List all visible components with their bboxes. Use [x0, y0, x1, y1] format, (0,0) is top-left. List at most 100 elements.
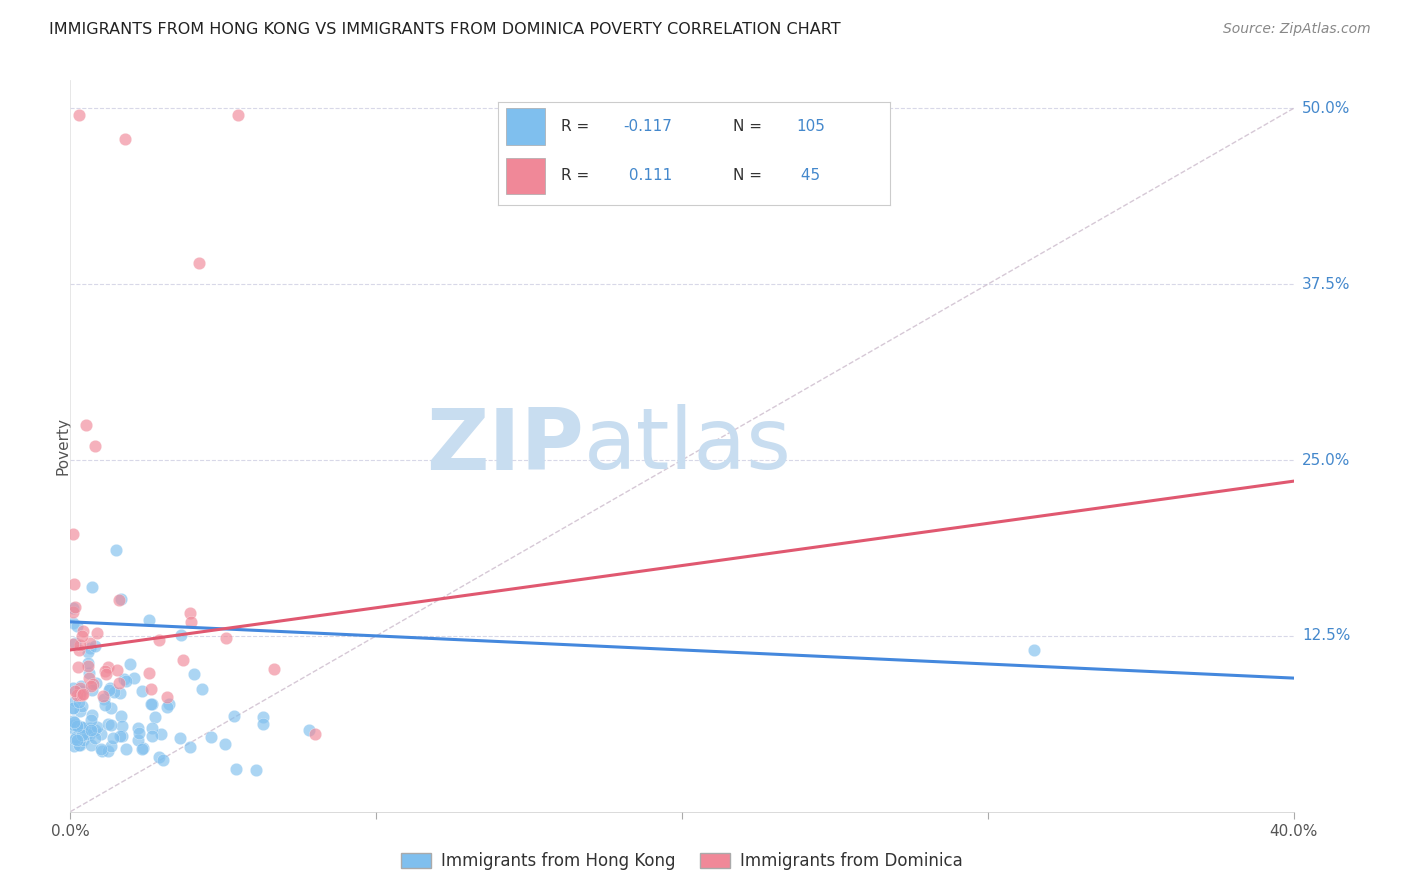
Point	[63, 577, 86, 591]
Point	[65, 730, 87, 744]
Point	[86, 720, 108, 734]
Point	[1022, 643, 1045, 657]
Point	[62, 605, 84, 619]
Point	[83, 640, 105, 654]
Point	[72, 733, 94, 747]
Point	[62, 637, 84, 651]
Point	[112, 672, 135, 686]
Point	[131, 684, 153, 698]
Point	[72, 728, 94, 742]
Point	[83, 731, 105, 745]
Point	[157, 697, 180, 711]
Point	[62, 701, 84, 715]
Point	[191, 681, 214, 696]
Point	[104, 542, 127, 557]
Point	[252, 716, 274, 731]
Point	[69, 108, 91, 122]
Point	[62, 615, 84, 630]
Point	[70, 720, 93, 734]
Point	[67, 738, 90, 752]
Point	[82, 677, 104, 691]
Point	[115, 742, 138, 756]
Point	[62, 700, 84, 714]
Point	[83, 439, 105, 453]
Point	[70, 629, 93, 643]
Point	[139, 681, 162, 696]
Point	[110, 729, 132, 743]
Point	[94, 698, 117, 713]
Point	[122, 671, 145, 685]
Point	[63, 636, 86, 650]
Point	[65, 688, 87, 702]
Text: 37.5%: 37.5%	[1302, 277, 1350, 292]
Point	[72, 721, 94, 735]
Point	[70, 698, 93, 713]
Point	[138, 666, 160, 681]
Point	[67, 695, 90, 709]
Point	[110, 709, 132, 723]
Text: atlas: atlas	[583, 404, 792, 488]
Point	[103, 731, 125, 746]
Point	[100, 739, 122, 754]
Point	[169, 731, 191, 745]
Point	[62, 721, 84, 735]
Point	[200, 730, 222, 744]
Point	[98, 683, 121, 698]
Point	[63, 732, 86, 747]
Point	[91, 744, 114, 758]
Point	[62, 601, 84, 615]
Point	[66, 718, 89, 732]
Text: 25.0%: 25.0%	[1302, 452, 1350, 467]
Point	[108, 676, 131, 690]
Point	[69, 738, 91, 752]
Point	[67, 643, 90, 657]
Point	[179, 740, 201, 755]
Point	[148, 632, 170, 647]
Point	[75, 417, 97, 432]
Point	[128, 726, 150, 740]
Point	[228, 108, 250, 122]
Point	[65, 694, 87, 708]
Point	[80, 683, 103, 698]
Point	[132, 741, 155, 756]
Point	[225, 762, 247, 776]
Point	[66, 660, 89, 674]
Point	[69, 681, 91, 696]
Point	[69, 679, 91, 693]
Point	[66, 733, 89, 747]
Text: ZIP: ZIP	[426, 404, 583, 488]
Point	[80, 713, 103, 727]
Point	[127, 732, 149, 747]
Point	[98, 681, 121, 695]
Point	[69, 688, 91, 702]
Legend: Immigrants from Hong Kong, Immigrants from Dominica: Immigrants from Hong Kong, Immigrants fr…	[394, 846, 970, 877]
Point	[141, 729, 163, 743]
Point	[79, 721, 101, 735]
Point	[90, 741, 112, 756]
Point	[79, 640, 101, 655]
Point	[63, 600, 86, 615]
Point	[69, 638, 91, 652]
Point	[141, 697, 163, 711]
Point	[100, 701, 122, 715]
Point	[77, 671, 100, 685]
Point	[245, 763, 267, 777]
Point	[72, 687, 94, 701]
Point	[80, 707, 103, 722]
Point	[304, 727, 326, 741]
Point	[77, 656, 100, 670]
Point	[84, 675, 107, 690]
Point	[72, 720, 94, 734]
Point	[65, 684, 87, 698]
Point	[141, 721, 163, 735]
Point	[131, 741, 153, 756]
Point	[69, 704, 91, 718]
Point	[80, 738, 103, 752]
Point	[148, 750, 170, 764]
Point	[80, 723, 103, 738]
Text: Source: ZipAtlas.com: Source: ZipAtlas.com	[1223, 22, 1371, 37]
Point	[80, 679, 103, 693]
Point	[179, 607, 201, 621]
Point	[215, 632, 238, 646]
Point	[170, 628, 193, 642]
